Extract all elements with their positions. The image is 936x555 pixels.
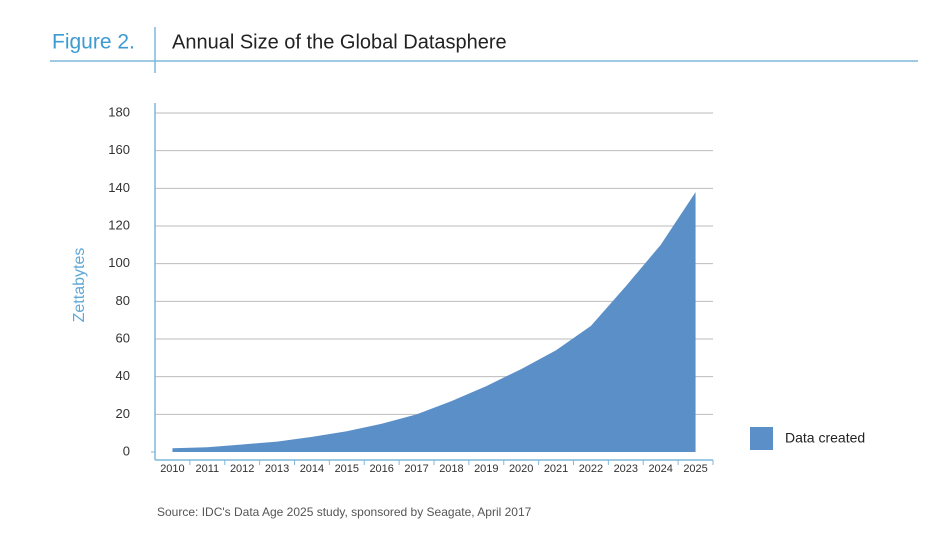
figure-title: Annual Size of the Global Datasphere: [172, 31, 507, 53]
y-tick-label: 100: [108, 255, 130, 270]
x-tick-label: 2020: [509, 463, 533, 475]
y-tick-label: 180: [108, 104, 130, 119]
y-tick-label: 140: [108, 180, 130, 195]
plot: 0 20 40 60 80 100 120 140 160 180 Data created 2010…: [108, 103, 865, 475]
x-tick-label: 2015: [335, 463, 359, 475]
x-tick-label: 2012: [230, 463, 254, 475]
y-tick-label: 60: [116, 330, 130, 345]
x-tick-label: 2018: [439, 463, 463, 475]
y-tick-label: 120: [108, 217, 130, 232]
y-tick-label: 40: [116, 368, 130, 383]
x-tick-label: 2022: [579, 463, 603, 475]
x-tick-label: 2019: [474, 463, 498, 475]
x-tick-label: 2014: [300, 463, 324, 475]
legend-swatch: [750, 427, 773, 450]
y-tick-label: 160: [108, 142, 130, 157]
x-tick-label: 2021: [544, 463, 568, 475]
x-tick-label: 2024: [648, 463, 672, 475]
x-tick-label: 2011: [195, 463, 219, 475]
y-axis-label: Zettabytes: [71, 248, 88, 323]
y-tick-label: 20: [116, 406, 130, 421]
x-tick-label: 2016: [369, 463, 393, 475]
x-tick-label: 2025: [683, 463, 707, 475]
x-tick-label: 2013: [265, 463, 289, 475]
x-tick-label: 2017: [404, 463, 428, 475]
x-tick-label: 2010: [160, 463, 184, 475]
area: [172, 192, 696, 452]
legend-label: Data created: [785, 430, 865, 446]
figure-label: Figure 2.: [52, 31, 135, 54]
y-tick-label: 0: [123, 443, 130, 458]
y-tick-label: 80: [116, 293, 130, 308]
source: Source: IDC's Data Age 2025 study, spons…: [157, 505, 532, 519]
x-tick-label: 2023: [614, 463, 638, 475]
